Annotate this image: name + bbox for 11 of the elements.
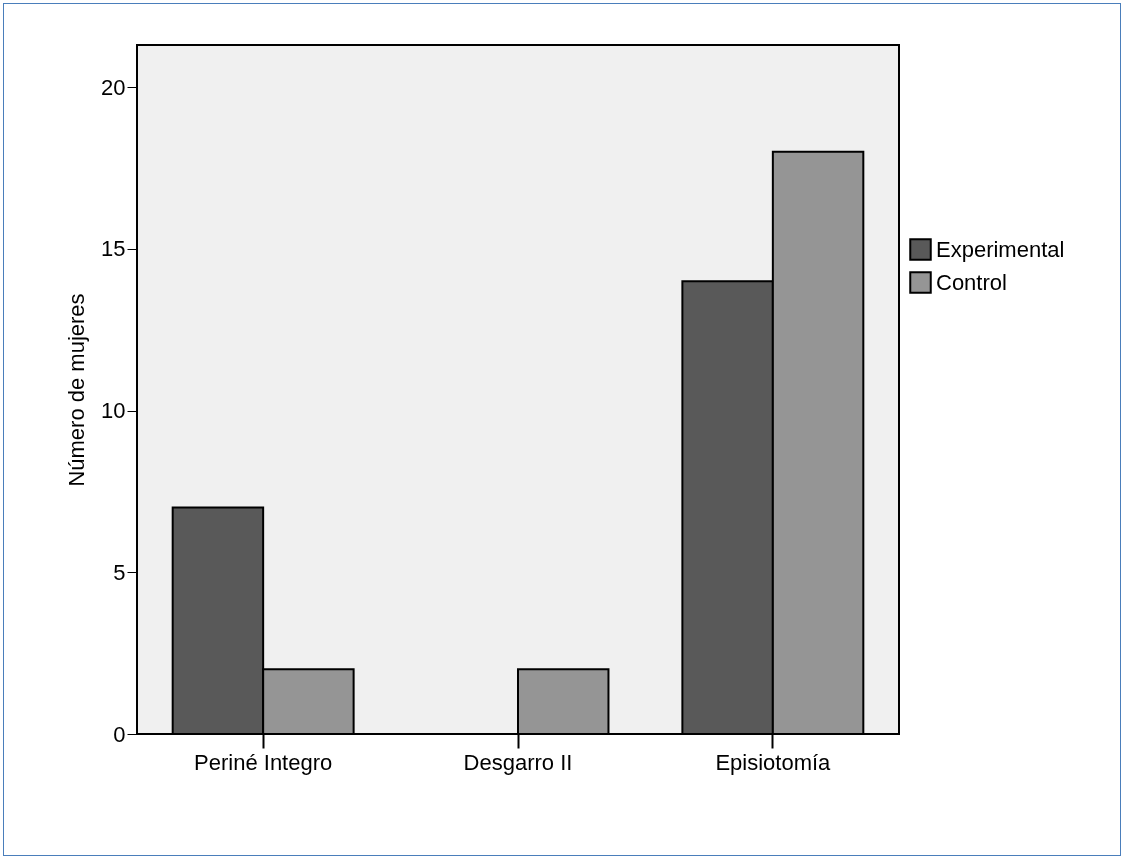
- y-tick-label: 10: [101, 398, 126, 424]
- legend-label: Control: [936, 269, 1007, 295]
- y-tick-label: 5: [113, 559, 126, 585]
- x-tick-label: Periné Integro: [194, 749, 333, 775]
- y-tick-label: 0: [113, 721, 126, 747]
- y-axis-title: Número de mujeres: [64, 293, 90, 487]
- y-tick-label: 15: [101, 236, 126, 262]
- y-tick-label: 20: [101, 74, 126, 100]
- x-tick-label: Episiotomía: [715, 749, 832, 775]
- legend-label: Experimental: [936, 236, 1065, 262]
- x-tick-label: Desgarro II: [463, 749, 573, 775]
